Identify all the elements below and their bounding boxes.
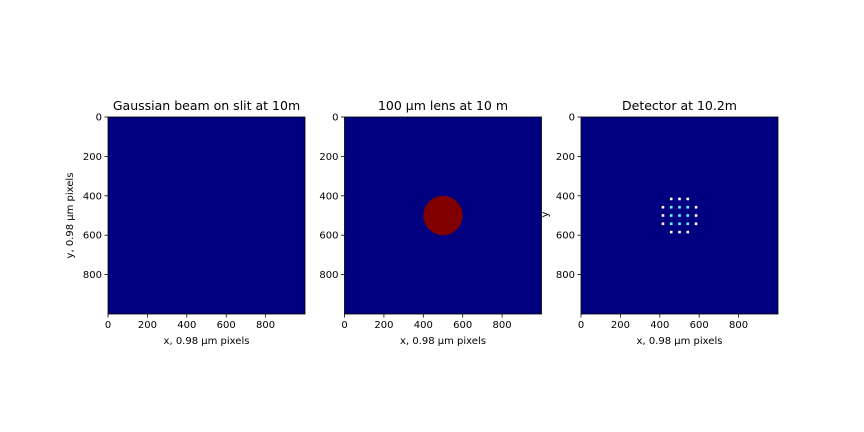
x-tick-label: 0 (578, 320, 584, 331)
x-axis-label: x, 0.98 μm pixels (637, 336, 723, 347)
diffraction-spot (694, 214, 698, 217)
chart-title: Gaussian beam on slit at 10m (113, 98, 300, 113)
y-tick-label: 800 (556, 270, 575, 281)
y-tick-label: 600 (83, 231, 102, 242)
panel-1: 0 200 400 600 800 0 200 400 600 800 Gaussian beam … (65, 98, 306, 347)
x-tick-label: 400 (650, 320, 669, 331)
diffraction-spot (686, 230, 690, 234)
diffraction-spot (678, 230, 681, 234)
diffraction-spot (694, 205, 698, 209)
x-axis-label: x, 0.98 μm pixels (400, 336, 486, 347)
x-tick-label: 400 (414, 320, 433, 331)
diffraction-spot (686, 222, 690, 226)
x-tick-label: 600 (217, 320, 236, 331)
diffraction-spot (661, 214, 665, 217)
diffraction-spot (661, 205, 665, 209)
y-tick-label: 200 (83, 152, 102, 163)
x-tick-label: 200 (611, 320, 630, 331)
y-tick-label: 0 (569, 113, 575, 124)
panel-2: 0 200 400 600 800 0 200 400 600 800 100 μm lens at… (319, 98, 542, 347)
y-tick-label: 400 (556, 191, 575, 202)
y-tick-label: 200 (319, 152, 338, 163)
chart-title: 100 μm lens at 10 m (378, 98, 508, 113)
lens-disk (423, 195, 463, 236)
x-tick-label: 200 (374, 320, 393, 331)
x-tick-label: 0 (105, 320, 111, 331)
x-tick-label: 600 (690, 320, 709, 331)
y-tick-label: 600 (556, 231, 575, 242)
x-tick-label: 800 (256, 320, 275, 331)
diffraction-spot (694, 222, 698, 226)
diffraction-spot (669, 230, 673, 234)
diffraction-spot (669, 214, 673, 217)
y-tick-label: 800 (83, 270, 102, 281)
y-tick-label: 0 (96, 113, 102, 124)
diffraction-spot (661, 222, 665, 226)
y-axis-label: y (540, 211, 551, 217)
diffraction-spot (669, 205, 673, 209)
y-tick-label: 600 (319, 231, 338, 242)
diffraction-spot (686, 205, 690, 209)
x-tick-label: 200 (138, 320, 157, 331)
x-axis-label: x, 0.98 μm pixels (164, 336, 250, 347)
diffraction-spot (678, 222, 681, 226)
axes-frame (107, 116, 306, 315)
y-tick-label: 800 (319, 270, 338, 281)
x-tick-label: 800 (729, 320, 748, 331)
x-tick-label: 400 (177, 320, 196, 331)
chart-title: Detector at 10.2m (622, 98, 737, 113)
y-axis-label: y, 0.98 μm pixels (65, 173, 76, 259)
diffraction-spot (686, 197, 690, 201)
diffraction-spot (678, 197, 681, 201)
axes-frame (344, 116, 542, 315)
axes-frame (580, 116, 779, 315)
diffraction-spot (678, 214, 681, 217)
x-tick-label: 0 (341, 320, 347, 331)
y-tick-label: 0 (332, 113, 338, 124)
diffraction-spot (669, 222, 673, 226)
x-tick-label: 800 (493, 320, 512, 331)
x-tick-label: 600 (453, 320, 472, 331)
y-tick-label: 400 (319, 191, 338, 202)
y-tick-label: 200 (556, 152, 575, 163)
image-background (108, 117, 305, 314)
y-tick-label: 400 (83, 191, 102, 202)
diffraction-spot (686, 214, 690, 217)
panel-3: 0 200 400 600 800 0 200 400 600 800 Detector at 10… (540, 98, 779, 347)
diffraction-spot (678, 205, 681, 209)
diffraction-spot (669, 197, 673, 201)
